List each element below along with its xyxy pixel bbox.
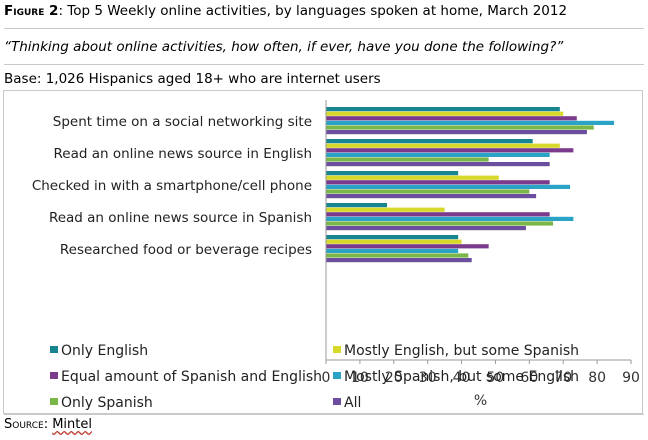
figure-label-separator: : <box>58 3 68 19</box>
bar <box>326 175 499 180</box>
bar <box>326 235 459 240</box>
bar <box>326 226 526 231</box>
bar <box>326 157 489 162</box>
category-label: Researched food or beverage recipes <box>60 242 312 258</box>
category-label: Read an online news source in English <box>54 146 313 162</box>
bar <box>326 184 570 189</box>
base-note: Base: 1,026 Hispanics aged 18+ who are i… <box>4 71 381 87</box>
chart-frame <box>3 90 643 414</box>
bar <box>326 258 472 263</box>
bar <box>326 143 560 148</box>
x-tick-label: 0 <box>322 370 331 386</box>
bar <box>326 203 387 208</box>
x-tick-label: 20 <box>385 370 403 386</box>
divider <box>4 414 644 415</box>
bar <box>326 253 469 258</box>
figure-title-text: Top 5 Weekly online activities, by langu… <box>67 3 568 19</box>
category-label: Spent time on a social networking site <box>53 114 312 130</box>
source-value: Mintel <box>52 417 92 432</box>
x-tick-label: 30 <box>419 370 437 386</box>
source-separator: : <box>43 417 53 432</box>
legend-label: Only Spanish <box>61 395 153 411</box>
bar <box>326 162 550 167</box>
category-label: Read an online news source in Spanish <box>49 210 312 226</box>
divider <box>4 28 644 29</box>
bar <box>326 180 550 185</box>
bar <box>326 130 587 135</box>
x-tick-label: 50 <box>487 370 505 386</box>
legend-label: Mostly English, but some Spanish <box>344 343 579 359</box>
bar <box>326 152 550 157</box>
source-line: Source: Mintel <box>4 417 92 432</box>
bar <box>326 139 533 144</box>
legend-swatch <box>333 398 341 405</box>
bar-chart: Spent time on a social networking site Re… <box>32 100 640 411</box>
bar <box>326 171 459 176</box>
legend-swatch <box>50 398 58 405</box>
legend-swatch <box>50 346 58 353</box>
bar <box>326 248 459 253</box>
figure-title: Figure 2: Top 5 Weekly online activities… <box>4 3 567 19</box>
x-tick-label: 80 <box>588 370 606 386</box>
bar <box>326 212 550 217</box>
legend-swatch <box>333 346 341 353</box>
legend-label: All <box>344 395 361 411</box>
x-axis-label: % <box>474 393 487 409</box>
bar <box>326 194 537 199</box>
bar <box>326 107 560 112</box>
legend-label: Only English <box>61 343 148 359</box>
x-tick-label: 60 <box>520 370 538 386</box>
bar <box>326 120 615 125</box>
legend-label: Equal amount of Spanish and English <box>61 369 322 385</box>
legend-label: Mostly Spanish, but some English <box>344 369 579 385</box>
category-label: Checked in with a smartphone/cell phone <box>32 178 312 194</box>
bar <box>326 111 564 116</box>
bar <box>326 116 577 121</box>
bar <box>326 244 489 249</box>
survey-question: “Thinking about online activities, how o… <box>4 39 564 55</box>
x-tick-label: 90 <box>622 370 640 386</box>
divider <box>4 64 644 65</box>
bar <box>326 221 554 226</box>
x-tick-label: 40 <box>453 370 471 386</box>
legend-swatch <box>333 372 341 379</box>
bar <box>326 239 462 244</box>
source-label: Source <box>4 417 44 432</box>
figure-label: Figure 2 <box>4 3 59 19</box>
bar <box>326 148 574 153</box>
legend-swatch <box>50 372 58 379</box>
bar <box>326 125 594 130</box>
x-tick-label: 70 <box>554 370 572 386</box>
x-tick-label: 10 <box>351 370 369 386</box>
bar <box>326 189 530 194</box>
bar <box>326 207 445 212</box>
bar <box>326 216 574 221</box>
